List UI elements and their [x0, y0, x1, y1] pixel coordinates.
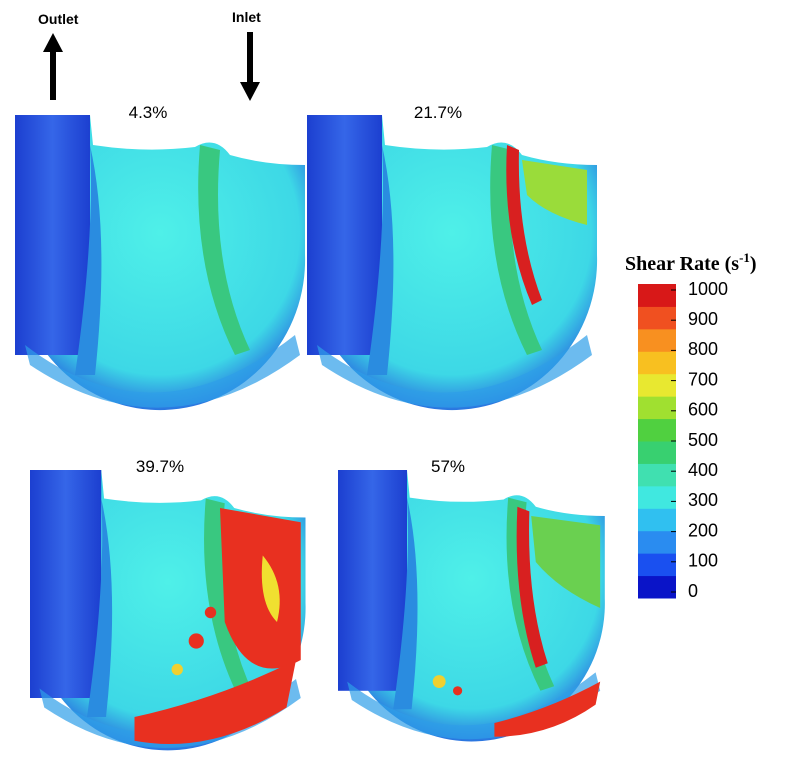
colorbar-tick-label: 100 [688, 551, 718, 571]
inlet-arrow [240, 32, 260, 101]
panel-1 [15, 115, 306, 411]
colorbar-band [638, 508, 676, 532]
colorbar-tick-label: 700 [688, 369, 718, 389]
panel-2 [307, 115, 598, 411]
colorbar-tick-label: 800 [688, 339, 718, 359]
colorbar-tick-label: 0 [688, 581, 698, 601]
colorbar-tick-label: 200 [688, 520, 718, 540]
colorbar-band [638, 575, 676, 599]
colorbar-band [638, 553, 676, 577]
colorbar-band [638, 351, 676, 375]
colorbar-tick-label: 1000 [688, 279, 728, 299]
colorbar-band [638, 485, 676, 509]
colorbar-band [638, 284, 676, 307]
outlet-label: Outlet [38, 11, 79, 27]
panel-title: 4.3% [129, 103, 168, 122]
colorbar-band [638, 396, 676, 420]
colorbar-band [638, 418, 676, 442]
panel-title: 57% [431, 457, 465, 476]
colorbar-tick-label: 300 [688, 490, 718, 510]
inlet-label: Inlet [232, 9, 261, 25]
colorbar-band [638, 530, 676, 554]
panel-title: 39.7% [136, 457, 184, 476]
panel-4 [338, 470, 605, 742]
colorbar-band [638, 328, 676, 352]
colorbar-band [638, 441, 676, 464]
colorbar-title-end: ) [750, 253, 757, 275]
colorbar-tick-label: 900 [688, 309, 718, 329]
colorbar-band [638, 373, 676, 397]
outlet-arrow [43, 33, 63, 100]
colorbar-band [638, 306, 676, 330]
colorbar-tick-label: 600 [688, 400, 718, 420]
colorbar-tick-label: 500 [688, 430, 718, 450]
panel-title: 21.7% [414, 103, 462, 122]
panel-3 [30, 470, 306, 751]
colorbar-title-sup: -1 [739, 250, 750, 265]
colorbar-title: Shear Rate (s-1) [625, 250, 757, 275]
colorbar-title-text: Shear Rate (s [625, 253, 739, 275]
colorbar-tick-label: 400 [688, 460, 718, 480]
colorbar-band [638, 463, 676, 487]
